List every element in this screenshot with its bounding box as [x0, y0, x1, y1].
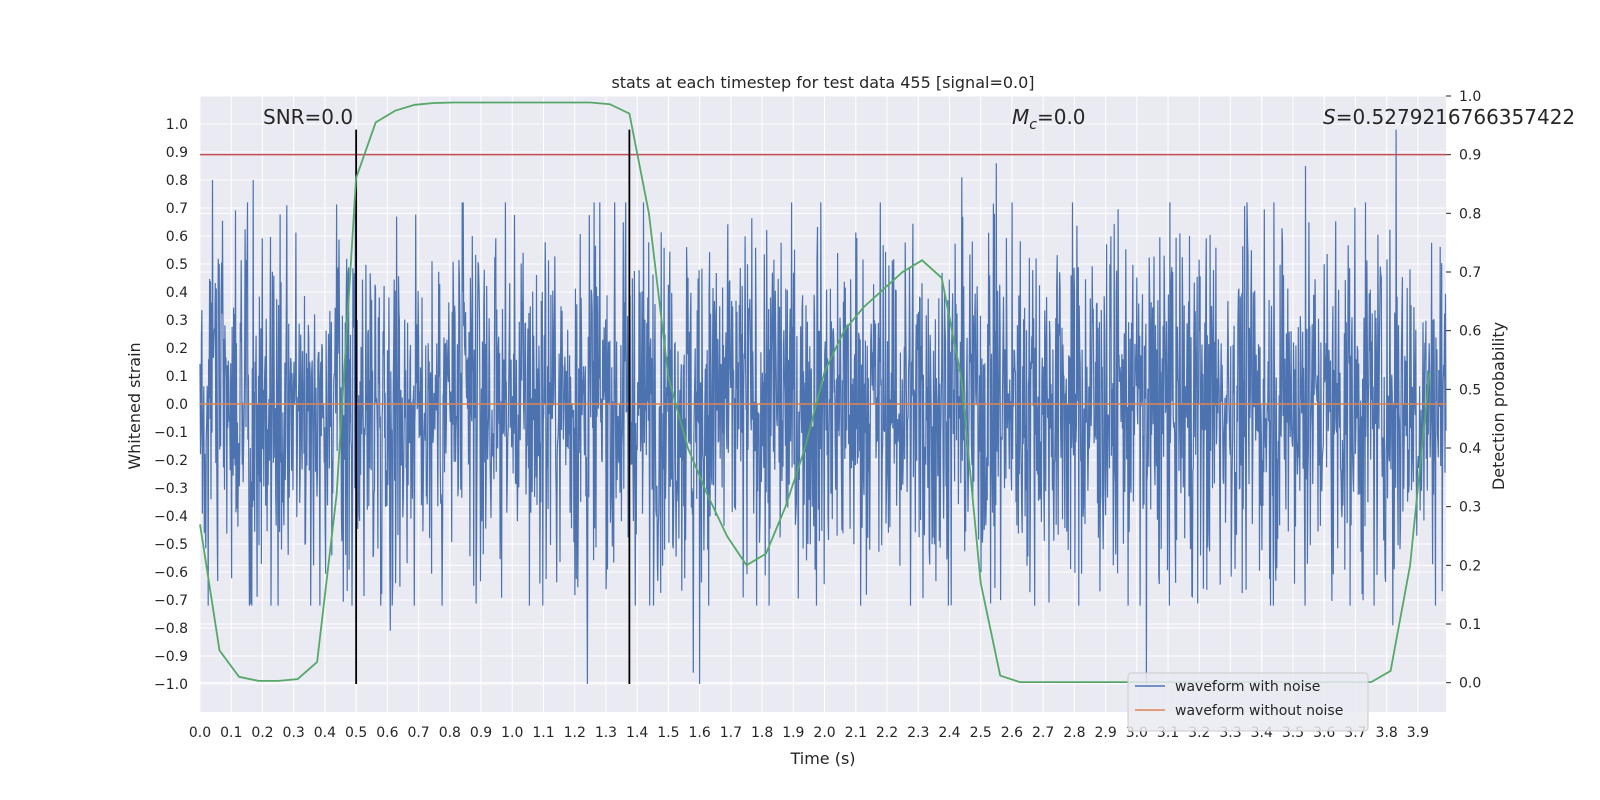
y-tick-label: −0.2 — [154, 453, 188, 469]
y2-tick-label: 0.5 — [1459, 382, 1481, 398]
x-tick-label: 1.0 — [501, 725, 523, 741]
y-tick-label: 0.4 — [166, 285, 188, 301]
x-axis-label: Time (s) — [789, 749, 855, 768]
x-tick-label: 1.1 — [532, 725, 554, 741]
x-tick-label: 2.5 — [970, 725, 992, 741]
x-tick-label: 1.9 — [782, 725, 804, 741]
y2-tick-label: 0.7 — [1459, 265, 1481, 281]
x-tick-label: 1.4 — [626, 725, 648, 741]
y2-tick-label: 0.4 — [1459, 441, 1481, 457]
x-tick-label: 0.4 — [314, 725, 336, 741]
y2-axis-label: Detection probability — [1489, 322, 1508, 490]
x-tick-label: 1.3 — [595, 725, 617, 741]
y2-tick-label: 0.6 — [1459, 324, 1481, 340]
y-tick-label: 0.6 — [166, 229, 188, 245]
y2-tick-label: 0.8 — [1459, 206, 1481, 222]
x-tick-label: 1.2 — [564, 725, 586, 741]
x-tick-label: 1.7 — [720, 725, 742, 741]
tick-labels: 0.0 0.1 0.2 0.3 0.4 0.5 0.6 0.7 0.8 0.9 1.0 1.1 1.2 1… — [154, 89, 1481, 741]
x-tick-label: 2.6 — [1001, 725, 1023, 741]
x-tick-label: 2.3 — [907, 725, 929, 741]
chirp-mass-value: =0.0 — [1037, 105, 1086, 129]
x-tick-label: 0.8 — [439, 725, 461, 741]
y-tick-label: −0.6 — [154, 565, 188, 581]
x-tick-label: 1.6 — [689, 725, 711, 741]
s-value: =0.5279216766357422 — [1336, 105, 1575, 129]
x-tick-label: 2.0 — [813, 725, 835, 741]
x-tick-label: 2.9 — [1094, 725, 1116, 741]
x-tick-label: 0.3 — [283, 725, 305, 741]
noise-series — [199, 129, 1447, 685]
y-tick-label: −0.9 — [154, 649, 188, 665]
x-tick-label: 2.4 — [938, 725, 960, 741]
y-tick-label: 0.5 — [166, 257, 188, 273]
y-tick-label: −0.8 — [154, 621, 188, 637]
noise-series-line — [199, 129, 1447, 685]
y2-tick-label: 0.0 — [1459, 676, 1481, 692]
chirp-mass-subscript: c — [1029, 117, 1037, 133]
y-tick-label: 1.0 — [166, 117, 188, 133]
x-tick-label: 0.7 — [407, 725, 429, 741]
x-tick-label: 2.7 — [1032, 725, 1054, 741]
y2-tick-label: 1.0 — [1459, 89, 1481, 105]
y-tick-label: −0.4 — [154, 509, 188, 525]
x-tick-label: 0.5 — [345, 725, 367, 741]
y-tick-label: 0.1 — [166, 369, 188, 385]
y-axis-label: Whitened strain — [125, 342, 144, 469]
s-symbol: S — [1323, 105, 1336, 129]
x-tick-label: 2.2 — [876, 725, 898, 741]
overlay-lines — [200, 129, 1446, 684]
y-tick-label: −1.0 — [154, 677, 188, 693]
x-tick-label: 1.8 — [751, 725, 773, 741]
y2-tick-label: 0.2 — [1459, 558, 1481, 574]
snr-annotation: SNR=0.0 — [263, 105, 353, 129]
chirp-mass-symbol: M — [1012, 105, 1029, 129]
legend: waveform with noise waveform without noi… — [1127, 672, 1369, 732]
x-tick-label: 3.9 — [1407, 725, 1429, 741]
x-tick-label: 2.8 — [1063, 725, 1085, 741]
y-tick-label: 0.0 — [166, 397, 188, 413]
chirp-mass-annotation: Mc=0.0 — [1012, 105, 1086, 133]
legend-box — [1127, 672, 1369, 732]
x-tick-label: 0.0 — [189, 725, 211, 741]
x-tick-label: 0.1 — [220, 725, 242, 741]
y-tick-label: −0.3 — [154, 481, 188, 497]
y-tick-label: −0.1 — [154, 425, 188, 441]
s-annotation: S=0.5279216766357422 — [1323, 105, 1575, 129]
x-tick-label: 0.2 — [251, 725, 273, 741]
y-tick-label: 0.2 — [166, 341, 188, 357]
x-tick-label: 3.8 — [1376, 725, 1398, 741]
x-tick-label: 1.5 — [657, 725, 679, 741]
y2-tick-label: 0.1 — [1459, 617, 1481, 633]
x-tick-label: 2.1 — [845, 725, 867, 741]
y2-tick-label: 0.3 — [1459, 500, 1481, 516]
y-tick-label: 0.3 — [166, 313, 188, 329]
legend-clean-label: waveform without noise — [1175, 703, 1343, 719]
y-tick-label: 0.9 — [166, 145, 188, 161]
chart-title: stats at each timestep for test data 455… — [611, 73, 1034, 92]
legend-noise-label: waveform with noise — [1175, 679, 1320, 695]
y-tick-label: −0.7 — [154, 593, 188, 609]
y-tick-label: 0.7 — [166, 201, 188, 217]
y-tick-label: 0.8 — [166, 173, 188, 189]
x-tick-label: 0.9 — [470, 725, 492, 741]
x-tick-label: 0.6 — [376, 725, 398, 741]
y2-tick-label: 0.9 — [1459, 148, 1481, 164]
y-tick-label: −0.5 — [154, 537, 188, 553]
